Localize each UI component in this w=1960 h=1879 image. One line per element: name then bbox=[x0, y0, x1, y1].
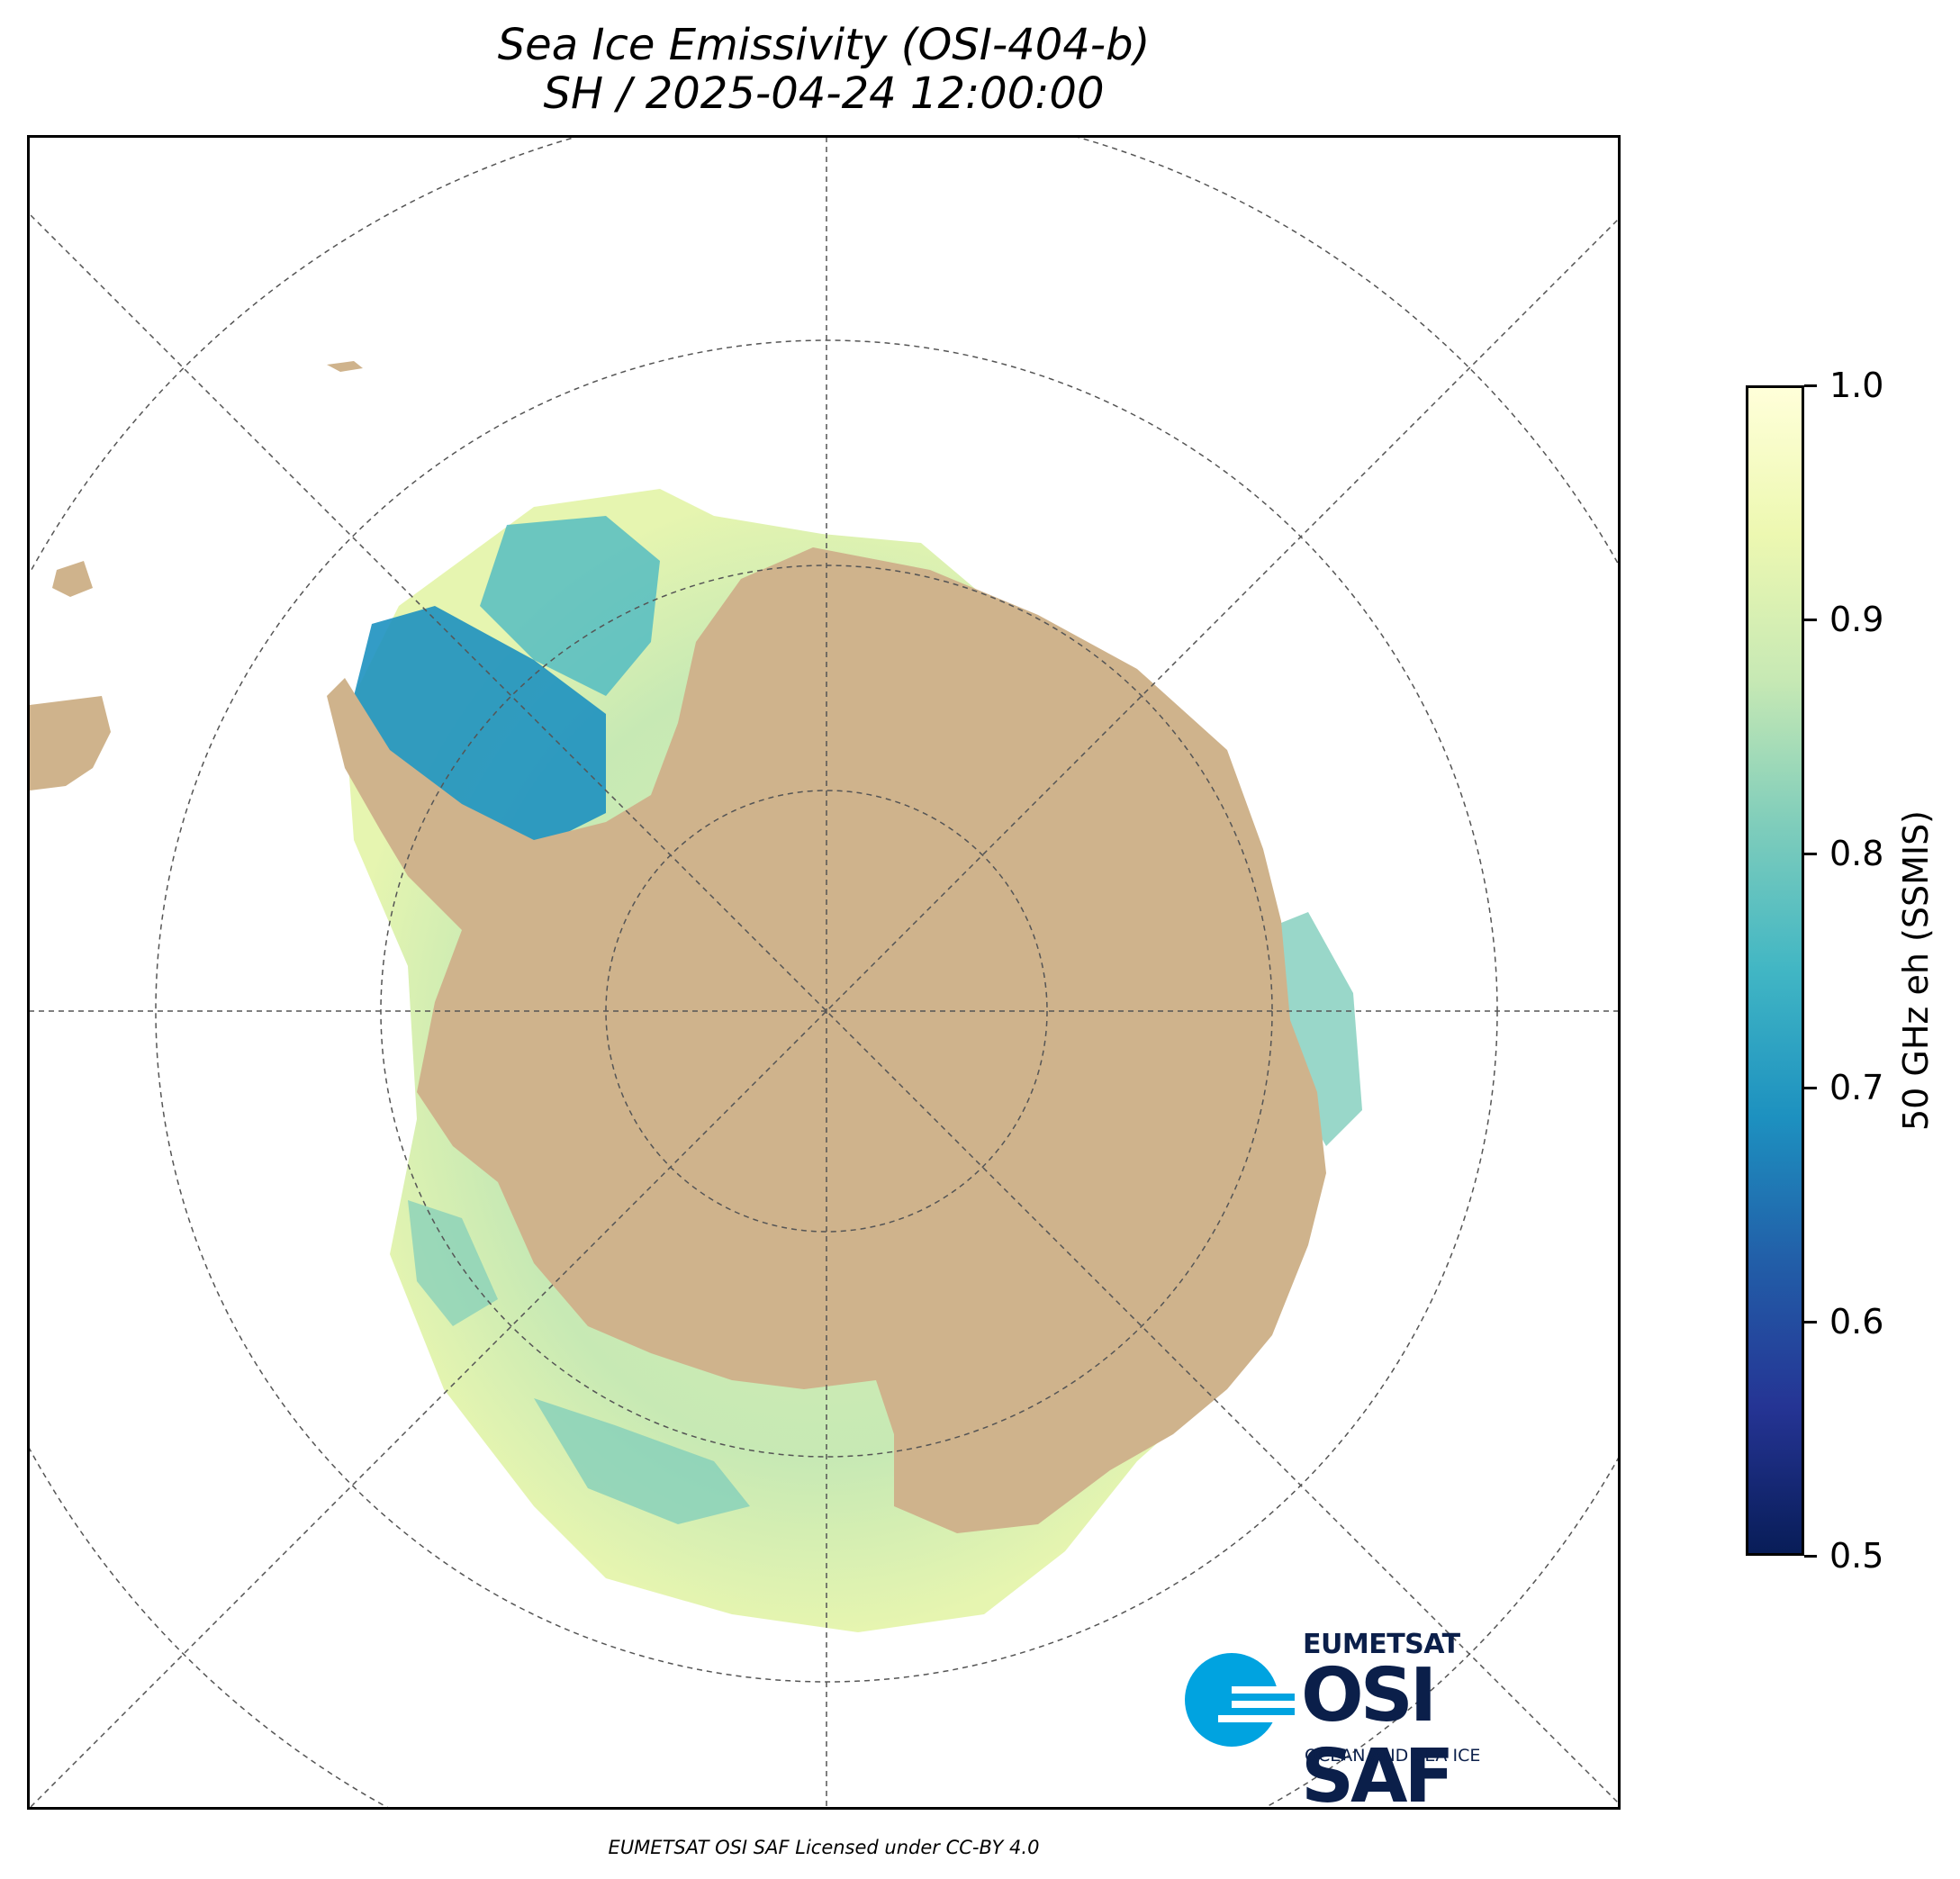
colorbar-tick-label: 0.7 bbox=[1829, 1068, 1884, 1107]
colorbar-tick-mark bbox=[1804, 1554, 1817, 1558]
colorbar bbox=[1746, 385, 1804, 1556]
mid-emissivity-patch-amundsen bbox=[408, 1200, 498, 1326]
meridian-135 bbox=[30, 218, 1618, 1807]
osi-saf-logo: EUMETSAT OSI SAF OCEAN AND SEA ICE bbox=[1182, 1623, 1596, 1807]
colorbar-tick-label: 0.5 bbox=[1829, 1536, 1884, 1576]
credit-text: EUMETSAT OSI SAF Licensed under CC-BY 4.… bbox=[608, 1837, 1040, 1858]
map-subtitle: SH / 2025-04-24 12:00:00 bbox=[543, 68, 1105, 119]
map-title: Sea Ice Emissivity (OSI-404-b) bbox=[497, 20, 1151, 70]
graticule bbox=[30, 138, 1618, 1807]
map-canvas bbox=[30, 138, 1618, 1807]
logo-eumetsat-text: EUMETSAT bbox=[1303, 1629, 1460, 1660]
colorbar-ticks: 0.5 0.6 0.7 0.8 0.9 1.0 bbox=[1804, 366, 1894, 1576]
mid-emissivity-patch-ross bbox=[534, 1398, 750, 1524]
mid-emissivity-patch-east bbox=[1263, 912, 1362, 1146]
latitude-circle-80 bbox=[605, 790, 1048, 1233]
logo-osisaf-text: OSI SAF bbox=[1301, 1653, 1455, 1810]
meridian-45 bbox=[30, 212, 1618, 1804]
south-america-landmass bbox=[30, 696, 111, 790]
colorbar-tick-label: 0.8 bbox=[1829, 834, 1884, 873]
colorbar-tick-label: 1.0 bbox=[1829, 366, 1884, 405]
colorbar-tick-mark bbox=[1804, 852, 1817, 855]
colorbar-tick-label: 0.9 bbox=[1829, 600, 1884, 639]
falkland-islands bbox=[52, 561, 93, 597]
colorbar-tick-mark bbox=[1804, 1086, 1817, 1089]
south-georgia bbox=[327, 361, 363, 372]
colorbar-tick-label: 0.6 bbox=[1829, 1302, 1884, 1341]
logo-subtitle: OCEAN AND SEA ICE bbox=[1305, 1746, 1481, 1766]
osi-saf-logo-mark bbox=[1185, 1653, 1295, 1747]
colorbar-tick-mark bbox=[1804, 384, 1817, 387]
mid-emissivity-patch-weddell bbox=[480, 516, 660, 696]
map-frame: EUMETSAT OSI SAF OCEAN AND SEA ICE bbox=[27, 135, 1621, 1810]
colorbar-tick-mark bbox=[1804, 1320, 1817, 1323]
colorbar-label: 50 GHz eh (SSMIS) bbox=[1896, 809, 1936, 1132]
colorbar-tick-mark bbox=[1804, 618, 1817, 621]
